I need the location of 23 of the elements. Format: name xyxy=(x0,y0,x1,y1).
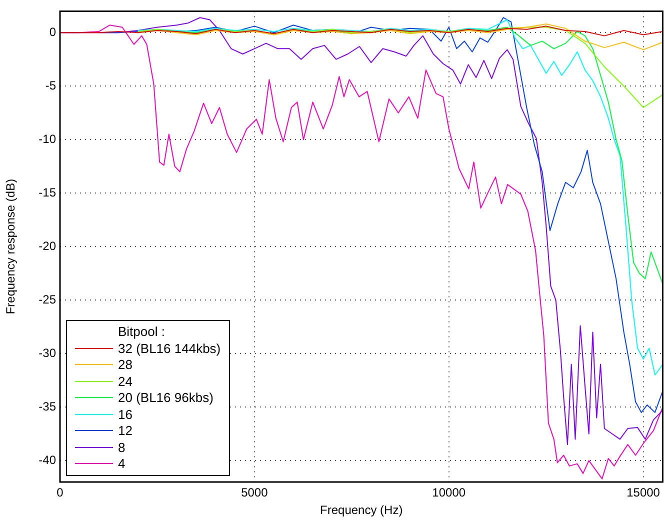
y-tick-label: -10 xyxy=(38,132,56,146)
y-tick-label: -30 xyxy=(38,346,56,360)
legend-title: Bitpool : xyxy=(117,324,166,340)
y-tick-label: -25 xyxy=(38,292,56,306)
legend-label: 20 (BL16 96kbs) xyxy=(118,390,214,406)
legend-label: 24 xyxy=(118,374,132,389)
legend-label: 4 xyxy=(118,456,126,472)
y-tick-label: -20 xyxy=(38,238,56,253)
y-tick-label: -35 xyxy=(38,399,56,414)
legend-label: 32 (BL16 144kbs) xyxy=(118,340,221,356)
y-tick-label: -40 xyxy=(38,452,56,467)
legend-label: 28 xyxy=(118,357,132,372)
legend-label: 8 xyxy=(118,440,126,455)
y-tick-label: 0 xyxy=(49,24,56,39)
x-tick-label: 10000 xyxy=(432,486,466,500)
legend-label: 12 xyxy=(118,423,132,438)
x-tick-label: 15000 xyxy=(626,486,660,500)
y-tick-label: -15 xyxy=(38,185,56,200)
y-tick-label: -5 xyxy=(45,78,56,92)
x-tick-label: 5000 xyxy=(241,486,268,500)
legend-label: 16 xyxy=(118,406,132,422)
x-axis-title: Frequency (Hz) xyxy=(320,503,403,518)
y-axis-title: Frequency response (dB) xyxy=(4,178,18,314)
